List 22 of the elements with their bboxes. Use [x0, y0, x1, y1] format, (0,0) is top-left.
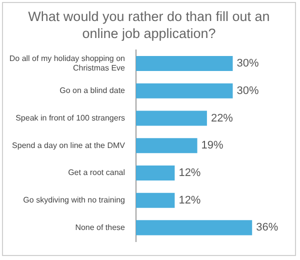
bar: [136, 138, 198, 154]
y-tick-label: Go on a blind date: [60, 86, 126, 96]
bar: [136, 110, 207, 126]
data-label: 36%: [256, 222, 278, 234]
y-tick-label: Go skydiving with no training: [23, 196, 125, 205]
data-label: 12%: [178, 194, 201, 206]
bar: [136, 165, 175, 180]
y-tick-label: Do all of my holiday shopping on Christmas Eve: [9, 54, 126, 72]
bar: [136, 56, 233, 72]
y-tick-label: Get a root canal: [68, 168, 126, 178]
y-tick-label: Spend a day on line at the DMV: [12, 140, 126, 150]
data-label: 30%: [236, 84, 259, 97]
data-label: 12%: [178, 167, 201, 180]
y-tick-label: Speak in front of 100 strangers: [16, 113, 125, 122]
bar: [136, 83, 233, 98]
data-label: 22%: [210, 112, 234, 124]
bar: [136, 192, 175, 208]
chart-title: What would you rather do than fill out an online job application?: [27, 8, 271, 42]
bar: [136, 220, 252, 236]
y-tick-label: None of these: [75, 222, 126, 232]
data-label: 30%: [236, 58, 259, 70]
data-label: 19%: [201, 140, 224, 152]
